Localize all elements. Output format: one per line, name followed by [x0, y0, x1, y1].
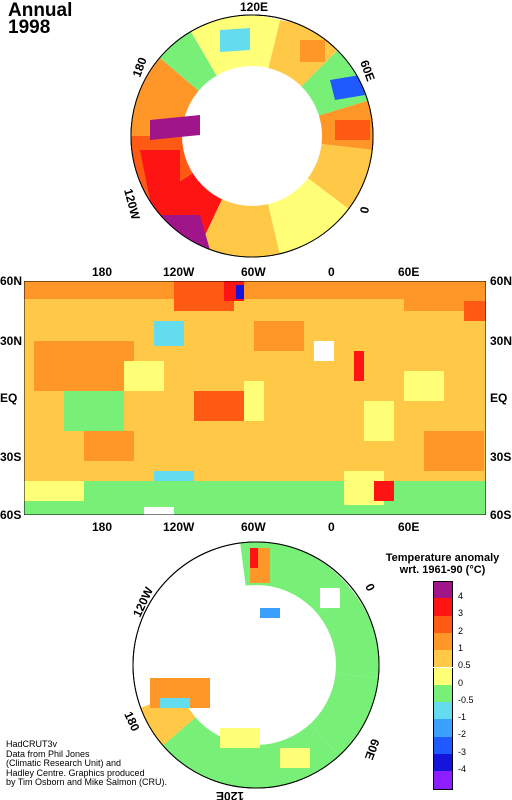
lat-label-eq-right: EQ [490, 391, 508, 405]
sp-label-lower-left: 180 [121, 709, 142, 733]
lon-label-60e-top: 60E [398, 265, 420, 279]
lon-label-120w-top: 120W [163, 265, 195, 279]
legend-title-line2: wrt. 1961-90 (°C) [399, 564, 486, 576]
legend-swatch [433, 650, 453, 668]
north-polar-map: 120E 180 60E 120W 0 [121, 0, 378, 258]
year-label: 1998 [8, 17, 51, 38]
legend-swatch [433, 598, 453, 616]
np-label-right: 0 [357, 205, 372, 214]
credit-line: by Tim Osborn and Mike Salmon (CRU). [6, 777, 168, 788]
legend-swatch [433, 736, 453, 754]
lon-label-60w-top: 60W [241, 265, 266, 279]
lon-label-120w-bottom: 120W [163, 520, 195, 534]
lat-label-60n-right: 60N [490, 274, 512, 288]
lon-label-180-top: 180 [92, 265, 113, 279]
sp-label-lower-right: 60E [362, 737, 382, 762]
credit-line: Hadley Centre. Graphics produced [6, 767, 145, 778]
np-label-upper-left: 180 [130, 55, 150, 79]
lat-label-30n-left: 30N [0, 334, 23, 348]
lon-label-60e-bottom: 60E [398, 520, 420, 534]
lon-label-0-bottom: 0 [328, 520, 335, 534]
legend-label: -4 [458, 764, 467, 774]
sp-label-bottom: 120E [216, 789, 244, 800]
credits: HadCRUT3v Data from Phil Jones (Climatic… [6, 739, 168, 788]
legend-swatch [433, 684, 453, 703]
lon-label-60w-bottom: 60W [241, 520, 266, 534]
lat-label-30s-right: 30S [490, 450, 512, 464]
legend-swatch [433, 581, 453, 600]
legend-swatch [433, 702, 453, 720]
legend-swatch [433, 719, 453, 737]
legend-swatch [433, 667, 453, 685]
period-label: Annual [8, 0, 73, 21]
lat-label-eq-left: EQ [0, 391, 18, 405]
legend-swatch [433, 754, 453, 772]
np-label-upper-right: 60E [357, 58, 377, 83]
lon-label-0-top: 0 [328, 265, 335, 279]
north-polar-anomaly-cells [131, 15, 373, 257]
world-anomaly-cells [24, 281, 486, 515]
legend-title-line1: Temperature anomaly [385, 552, 500, 564]
legend-label: 0 [458, 677, 464, 688]
south-polar-map: 120W 0 180 60E 120E [121, 541, 382, 800]
legend-label: -2 [458, 729, 467, 740]
legend-label: 1 [458, 642, 464, 653]
legend-swatch [433, 771, 453, 790]
lat-label-30n-right: 30N [490, 334, 512, 348]
legend-label: -1 [458, 712, 467, 723]
world-anomaly-map [24, 281, 486, 515]
legend-label: 2 [458, 625, 464, 636]
credit-line: HadCRUT3v [6, 739, 58, 749]
sp-label-upper-right: 0 [362, 581, 378, 593]
legend-swatch [433, 615, 453, 633]
np-label-top: 120E [240, 0, 268, 14]
legend-swatch [433, 632, 453, 651]
lat-label-60s-right: 60S [490, 508, 512, 522]
legend-label: -0.5 [458, 694, 474, 705]
legend-label: -3 [458, 746, 467, 757]
lat-label-60s-left: 60S [0, 508, 22, 522]
credit-line: Data from Phil Jones [6, 748, 90, 759]
legend-label: 4 [458, 591, 464, 601]
lon-label-180-bottom: 180 [92, 520, 113, 534]
np-label-left: 120W [121, 187, 143, 222]
legend-title: Temperature anomaly wrt. 1961-90 (°C) [375, 552, 510, 576]
legend-label: 0.5 [458, 660, 471, 671]
legend-label: 3 [458, 608, 464, 619]
lat-label-60n-left: 60N [0, 274, 23, 288]
lat-label-30s-left: 30S [0, 450, 22, 464]
map-title: Annual 1998 [8, 0, 73, 38]
south-polar-anomaly-cells [140, 542, 379, 788]
credit-line: (Climatic Research Unit) and [6, 758, 122, 769]
